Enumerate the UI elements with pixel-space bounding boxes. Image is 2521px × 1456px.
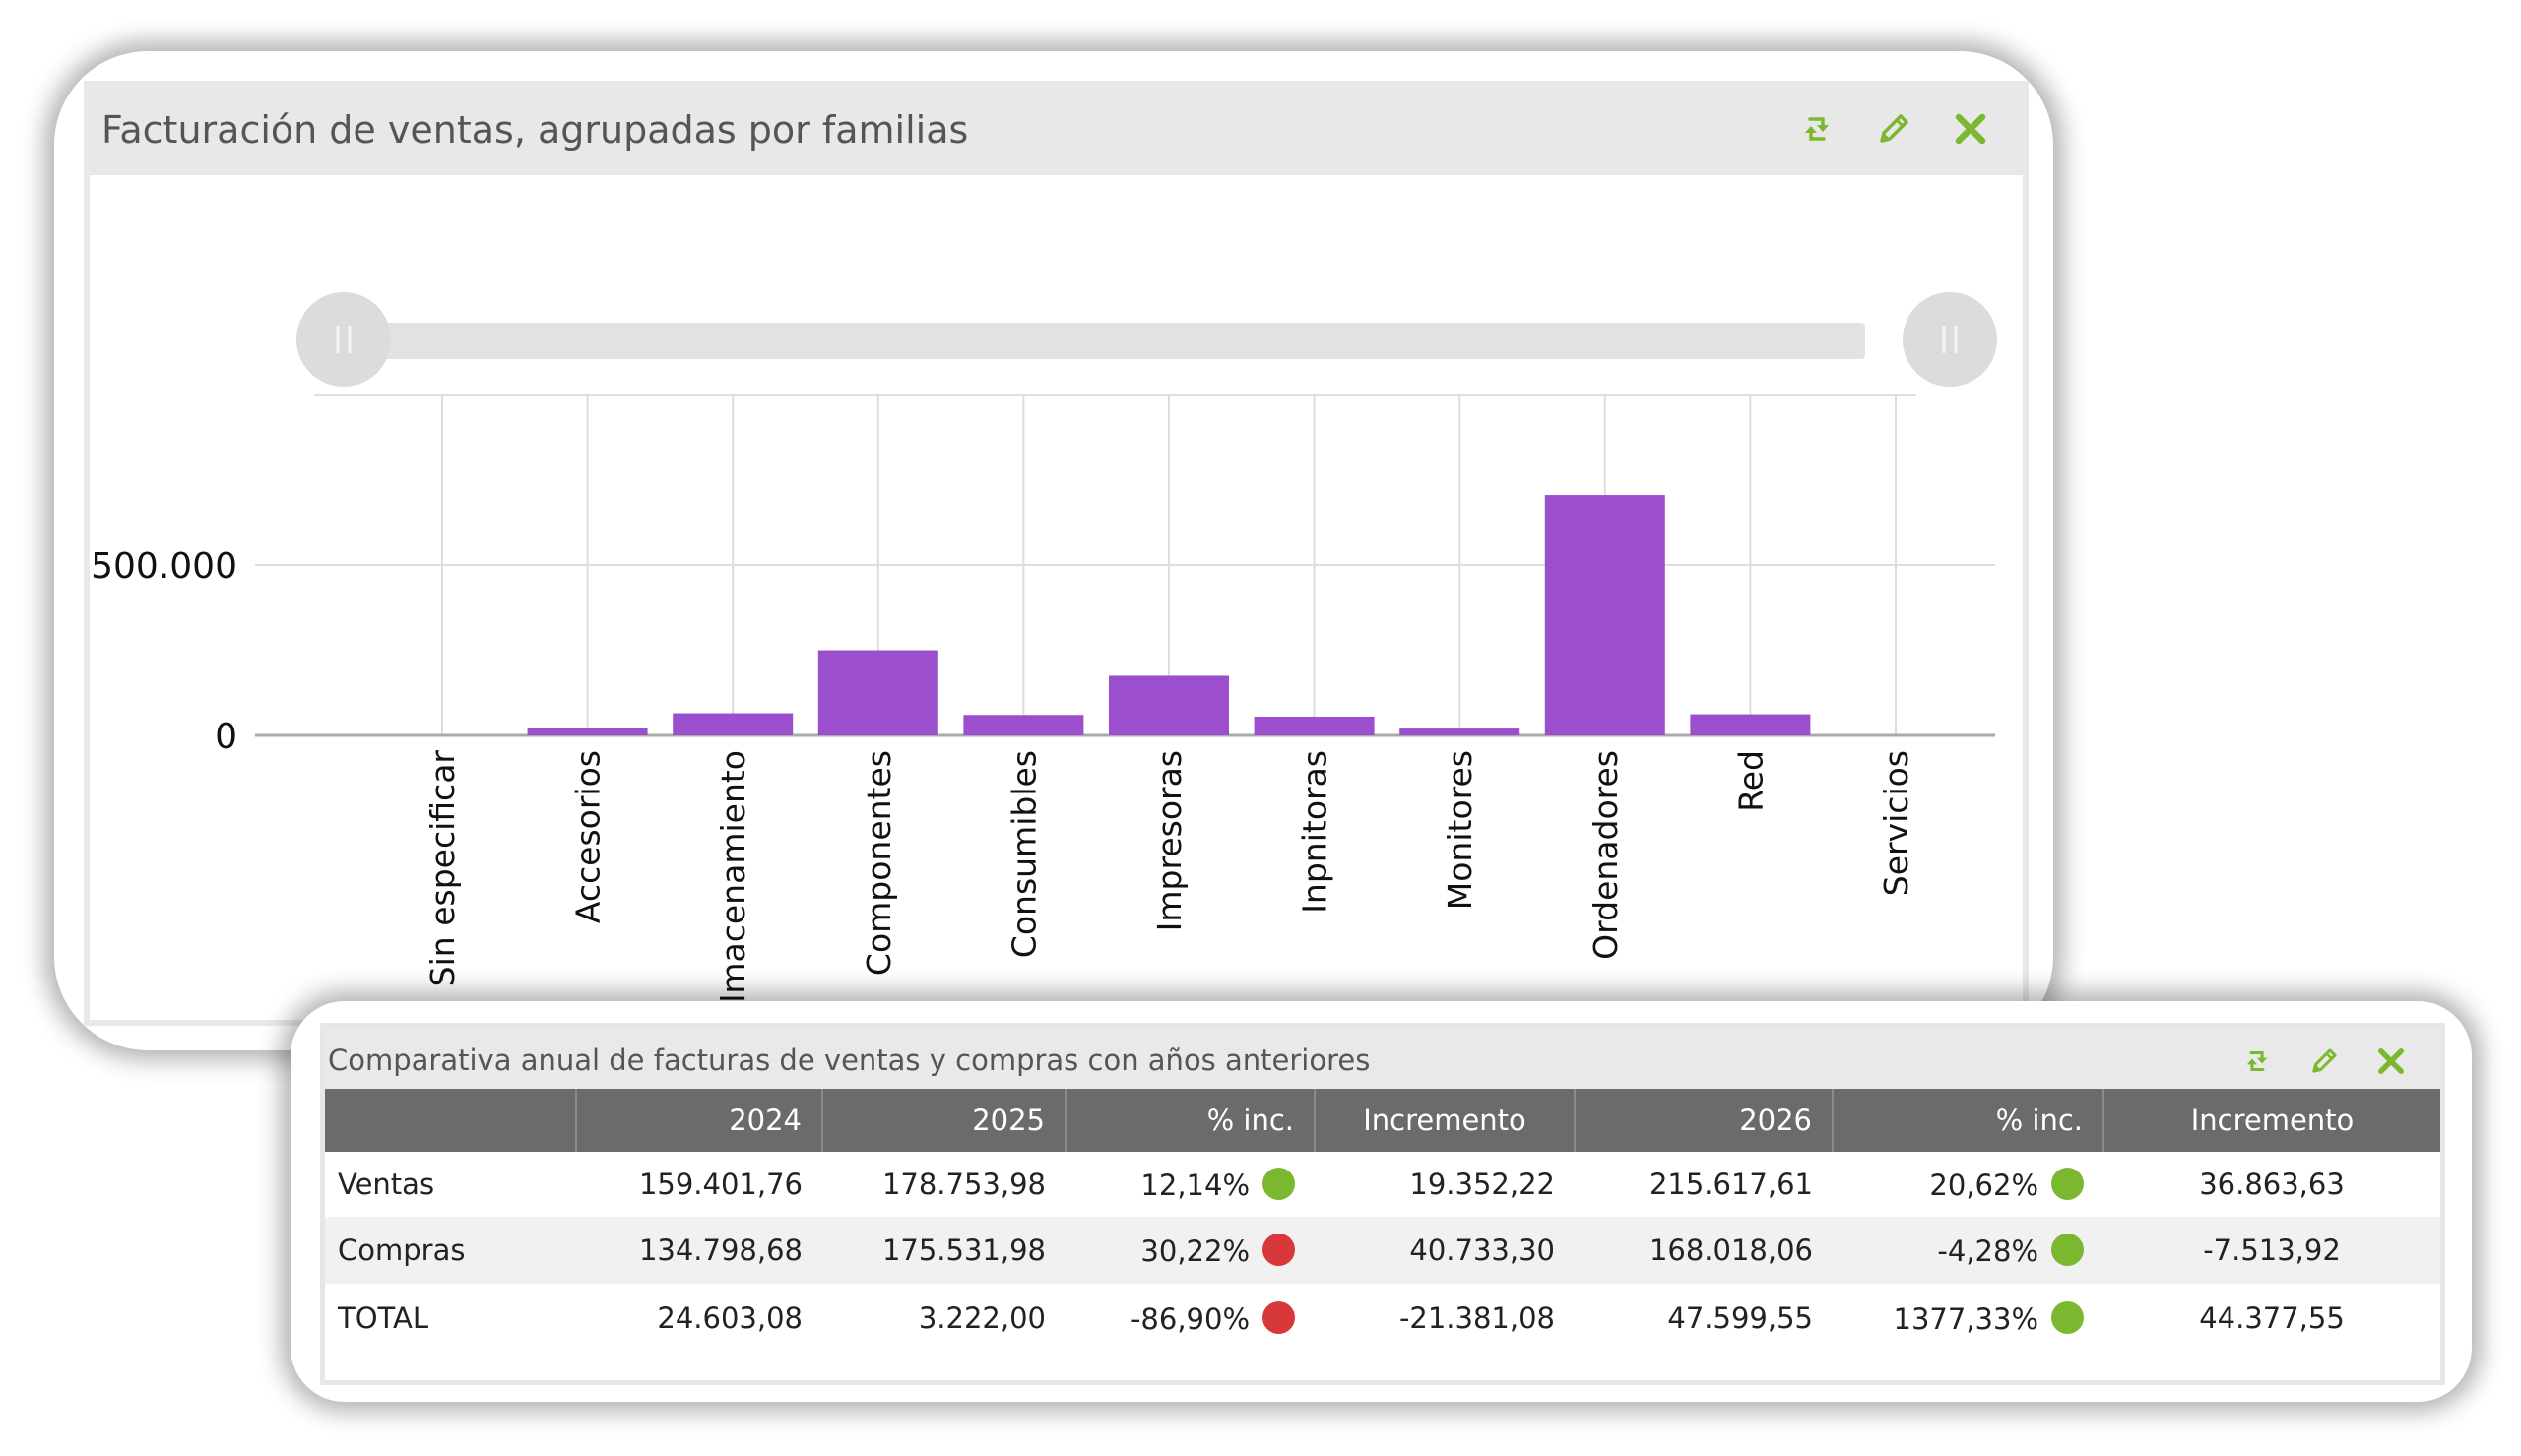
column-header[interactable]: % inc.: [1066, 1089, 1316, 1152]
comparison-widget-actions: [2237, 1042, 2411, 1081]
table-row: Ventas 159.401,76 178.753,98 12,14% 19.3…: [325, 1152, 2440, 1217]
pct-value: -86,90%: [1130, 1302, 1250, 1336]
increment-value: 36.863,63: [2103, 1152, 2440, 1217]
pct-cell: 12,14%: [1066, 1152, 1315, 1217]
pct-value: 12,14%: [1140, 1169, 1250, 1202]
bar[interactable]: [1254, 716, 1375, 735]
table-header-row: 2024 2025 % inc. Incremento 2026 % inc. …: [325, 1089, 2440, 1152]
column-header[interactable]: 2024: [576, 1089, 823, 1152]
comparison-widget-card: Comparativa anual de facturas de ventas …: [291, 1001, 2472, 1402]
value-2025: 178.753,98: [822, 1152, 1066, 1217]
status-dot: [2051, 1167, 2084, 1200]
comparison-widget-panel: Comparativa anual de facturas de ventas …: [320, 1023, 2445, 1385]
sales-widget-actions: [1794, 106, 1993, 152]
x-tick-label: Monitores: [1441, 750, 1479, 910]
status-dot: [1262, 1300, 1295, 1334]
x-tick-label: Impresoras: [1150, 750, 1189, 931]
column-header[interactable]: % inc.: [1833, 1089, 2104, 1152]
value-2024: 159.401,76: [576, 1152, 822, 1217]
chart-y-axis: 0 500.000: [91, 546, 237, 757]
pct-cell: 20,62%: [1833, 1152, 2103, 1217]
x-tick-label: Red: [1731, 750, 1770, 812]
table-row: Compras 134.798,68 175.531,98 30,22% 40.…: [325, 1217, 2440, 1284]
x-tick-label: Accesorios: [569, 750, 608, 923]
column-header[interactable]: Incremento: [2103, 1089, 2440, 1152]
table-row: TOTAL 24.603,08 3.222,00 -86,90% -21.381…: [325, 1284, 2440, 1353]
increment-value: -7.513,92: [2103, 1217, 2440, 1284]
range-slider-left-handle[interactable]: [296, 292, 391, 387]
close-icon[interactable]: [1948, 106, 1993, 152]
y-tick-label: 0: [215, 717, 237, 757]
bar[interactable]: [817, 650, 938, 736]
x-tick-label: Inpnitoras: [1296, 750, 1334, 914]
column-header[interactable]: [325, 1089, 577, 1152]
row-label: TOTAL: [325, 1284, 576, 1353]
sales-widget-card: Facturación de ventas, agrupadas por fam…: [54, 51, 2053, 1050]
pct-cell: -4,28%: [1833, 1217, 2103, 1284]
comparison-widget-title: Comparativa anual de facturas de ventas …: [328, 1044, 1371, 1077]
bar[interactable]: [1399, 728, 1520, 735]
column-header[interactable]: Incremento: [1315, 1089, 1576, 1152]
refresh-icon[interactable]: [1794, 106, 1840, 152]
column-header[interactable]: 2025: [822, 1089, 1067, 1152]
status-dot: [2051, 1300, 2084, 1334]
sales-widget-header: Facturación de ventas, agrupadas por fam…: [90, 87, 2023, 175]
y-tick-label: 500.000: [91, 546, 237, 587]
value-2024: 24.603,08: [576, 1284, 822, 1353]
chart-x-axis: Sin especificar Accesorios Almacenamiento C…: [423, 750, 1915, 1020]
comparison-widget-header: Comparativa anual de facturas de ventas …: [325, 1028, 2440, 1089]
bar[interactable]: [527, 728, 648, 735]
pct-value: 30,22%: [1140, 1234, 1250, 1268]
bar[interactable]: [673, 713, 794, 735]
sales-widget-title: Facturación de ventas, agrupadas por fam…: [101, 108, 969, 152]
range-slider-track[interactable]: [314, 323, 1865, 359]
row-label: Compras: [325, 1217, 576, 1284]
chart-bars: [527, 495, 1811, 736]
x-tick-label: Ordenadores: [1586, 750, 1625, 960]
value-2025: 175.531,98: [822, 1217, 1066, 1284]
refresh-icon[interactable]: [2237, 1042, 2277, 1081]
edit-icon[interactable]: [1871, 106, 1916, 152]
increment-value: 40.733,30: [1315, 1217, 1575, 1284]
bar[interactable]: [963, 715, 1084, 735]
value-2024: 134.798,68: [576, 1217, 822, 1284]
bar[interactable]: [1544, 495, 1665, 735]
value-2025: 3.222,00: [822, 1284, 1066, 1353]
sales-bar-chart: 0 500.000 Sin especificar Accesorios Almace…: [91, 292, 1997, 1020]
sales-widget-panel: Facturación de ventas, agrupadas por fam…: [84, 81, 2029, 1026]
x-tick-label: Sin especificar: [423, 750, 462, 987]
increment-value: 19.352,22: [1315, 1152, 1575, 1217]
x-tick-label: Almacenamiento: [714, 750, 752, 1020]
bar[interactable]: [1109, 675, 1229, 735]
comparison-table: 2024 2025 % inc. Incremento 2026 % inc. …: [325, 1089, 2440, 1353]
status-dot: [1262, 1233, 1295, 1266]
pct-cell: 1377,33%: [1833, 1284, 2103, 1353]
value-2026: 47.599,55: [1575, 1284, 1833, 1353]
pct-value: -4,28%: [1937, 1234, 2038, 1268]
edit-icon[interactable]: [2304, 1042, 2344, 1081]
value-2026: 168.018,06: [1575, 1217, 1833, 1284]
x-tick-label: Componentes: [860, 750, 898, 976]
pct-value: 20,62%: [1929, 1169, 2038, 1202]
value-2026: 215.617,61: [1575, 1152, 1833, 1217]
pct-cell: 30,22%: [1066, 1217, 1315, 1284]
status-dot: [1262, 1167, 1295, 1200]
pct-value: 1377,33%: [1893, 1302, 2038, 1336]
pct-cell: -86,90%: [1066, 1284, 1315, 1353]
range-slider-right-handle[interactable]: [1903, 292, 1997, 387]
increment-value: 44.377,55: [2103, 1284, 2440, 1353]
status-dot: [2051, 1233, 2084, 1266]
increment-value: -21.381,08: [1315, 1284, 1575, 1353]
x-tick-label: Consumibles: [1004, 750, 1043, 958]
x-tick-label: Servicios: [1877, 750, 1915, 896]
close-icon[interactable]: [2371, 1042, 2411, 1081]
column-header[interactable]: 2026: [1575, 1089, 1834, 1152]
row-label: Ventas: [325, 1152, 576, 1217]
bar[interactable]: [1690, 714, 1811, 735]
